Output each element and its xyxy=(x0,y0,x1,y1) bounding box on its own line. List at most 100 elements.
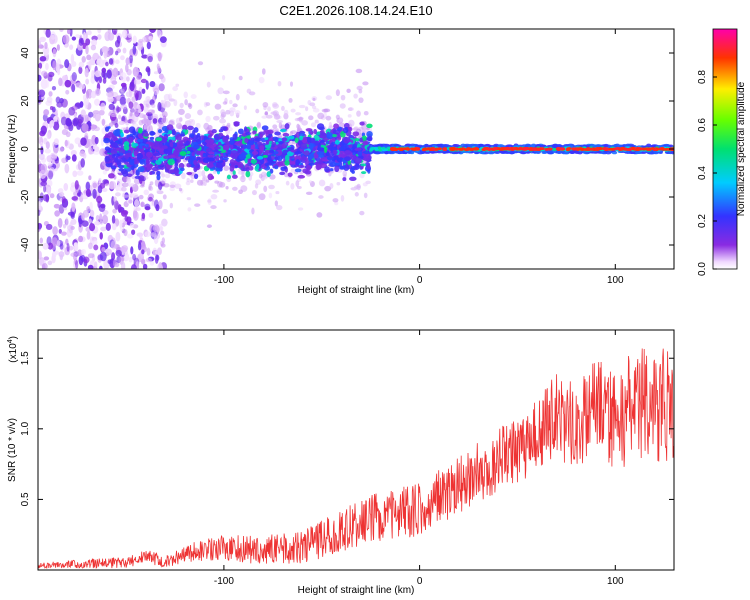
spectrogram-cell xyxy=(106,91,114,98)
spectrogram-cell xyxy=(64,113,71,119)
spectrogram-cell xyxy=(138,119,144,126)
spectrogram-cell xyxy=(89,209,95,218)
spectrogram-cell xyxy=(141,249,145,255)
spectrogram-cell xyxy=(136,152,144,160)
spectrogram-cell xyxy=(222,144,230,151)
spectrogram-cell xyxy=(118,114,122,120)
spectrogram-cell xyxy=(171,136,176,141)
spectrogram-cell xyxy=(58,77,63,87)
spectrogram-cell xyxy=(210,205,217,210)
spectrogram-cell xyxy=(254,183,259,189)
spectrogram-cell xyxy=(629,150,638,155)
spectrogram-cell xyxy=(138,194,144,200)
spectrogram-cell xyxy=(272,127,280,133)
spectrogram-cell xyxy=(395,150,403,154)
spectrogram-cell xyxy=(93,244,99,251)
spectrogram-cell xyxy=(38,40,42,49)
spectrogram-cell xyxy=(43,47,49,57)
spectrogram-cell xyxy=(178,162,185,170)
spectrogram-cell xyxy=(102,170,108,175)
spectrogram-cell xyxy=(45,62,49,71)
spectrogram-cell xyxy=(189,133,195,138)
spectrogram-cell xyxy=(324,185,332,192)
x-tick-label: -100 xyxy=(214,576,234,587)
spectrogram-cell xyxy=(129,159,135,166)
spectrogram-cell xyxy=(65,216,69,227)
spectrogram-cell xyxy=(167,136,173,141)
spectrogram-cell xyxy=(240,185,248,193)
spectrogram-cell xyxy=(258,193,266,201)
spectrogram-cell xyxy=(188,119,194,123)
spectrogram-cell xyxy=(343,164,350,171)
spectrogram-cell xyxy=(38,67,42,75)
spectrogram-cell xyxy=(665,144,670,148)
spectrogram-cell xyxy=(103,50,108,59)
spectrogram-cell xyxy=(153,140,160,148)
spectrogram-cell xyxy=(134,198,140,208)
spectrogram-cell xyxy=(618,148,623,151)
spectrogram-cell xyxy=(64,163,70,174)
spectrogram-cell xyxy=(85,90,90,99)
spectrogram-cell xyxy=(343,137,351,144)
spectrogram-cell xyxy=(52,226,58,236)
spectrogram-cell xyxy=(45,223,53,231)
snr-multiplier-base: (x10 xyxy=(8,343,19,363)
spectrogram-cell xyxy=(169,202,174,209)
spectrogram-cell xyxy=(295,112,302,116)
spectrogram-cell xyxy=(111,80,118,85)
spectrogram-cell xyxy=(126,216,132,224)
spectrogram-cell xyxy=(273,113,281,120)
spectrogram-cell xyxy=(316,151,325,156)
spectrogram-cell xyxy=(152,118,158,124)
spectrogram-cell xyxy=(240,175,245,180)
spectrogram-cell xyxy=(155,159,162,165)
spectrogram-cell xyxy=(87,146,93,155)
spectrogram-cell xyxy=(159,171,164,176)
spectrogram-cell xyxy=(507,147,512,151)
spectrogram-cell xyxy=(101,70,106,78)
spectrogram-cell xyxy=(354,192,359,197)
spectrogram-cell xyxy=(450,147,455,150)
spectrogram-cell xyxy=(70,182,77,188)
spectrogram-cell xyxy=(156,188,161,195)
spectrogram-cell xyxy=(212,189,220,193)
spectrogram-cell xyxy=(541,150,548,155)
spectrogram-cell xyxy=(493,146,498,150)
spectrogram-cell xyxy=(145,163,154,169)
spectrogram-cell xyxy=(213,146,221,150)
spectrogram-cell xyxy=(132,66,140,77)
spectrogram-cell xyxy=(62,159,66,164)
spectrogram-cell xyxy=(470,147,476,151)
spectrogram-cell xyxy=(351,170,355,174)
spectrogram-cell xyxy=(134,148,142,151)
spectrogram-cell xyxy=(268,192,273,199)
spectrogram-cell xyxy=(120,104,128,110)
spectrogram-cell xyxy=(78,61,85,68)
spectrogram-cell xyxy=(153,89,159,96)
spectrogram-cell xyxy=(75,260,79,269)
spectrogram-cell xyxy=(347,107,353,111)
spectrogram-cell xyxy=(317,112,325,120)
spectrogram-cell xyxy=(128,183,136,188)
spectrogram-cell xyxy=(58,251,65,258)
spectrogram-cell xyxy=(411,147,417,151)
spectrogram-cell xyxy=(294,155,301,161)
spectrogram-cell xyxy=(670,150,674,154)
spectrogram-cell xyxy=(353,93,358,99)
spectrogram-cell xyxy=(295,159,301,166)
spectrogram-cell xyxy=(99,251,107,262)
spectrogram-cell xyxy=(112,67,119,78)
spectrogram-cell xyxy=(132,129,136,136)
colorbar-ticks: 0.00.20.40.60.8 xyxy=(697,70,717,276)
spectrogram-cell xyxy=(126,68,132,76)
spectrogram-cell xyxy=(45,79,50,88)
spectrogram-cell xyxy=(277,80,282,87)
spectrogram-cell xyxy=(143,132,150,137)
spectrogram-cell xyxy=(298,104,306,109)
spectrogram-cell xyxy=(187,207,192,212)
spectrogram-cell xyxy=(194,203,201,207)
spectrogram-cell xyxy=(179,102,184,109)
spectrogram-cell xyxy=(316,123,325,130)
spectrogram-cell xyxy=(192,144,200,150)
spectrogram-cell xyxy=(148,196,153,202)
